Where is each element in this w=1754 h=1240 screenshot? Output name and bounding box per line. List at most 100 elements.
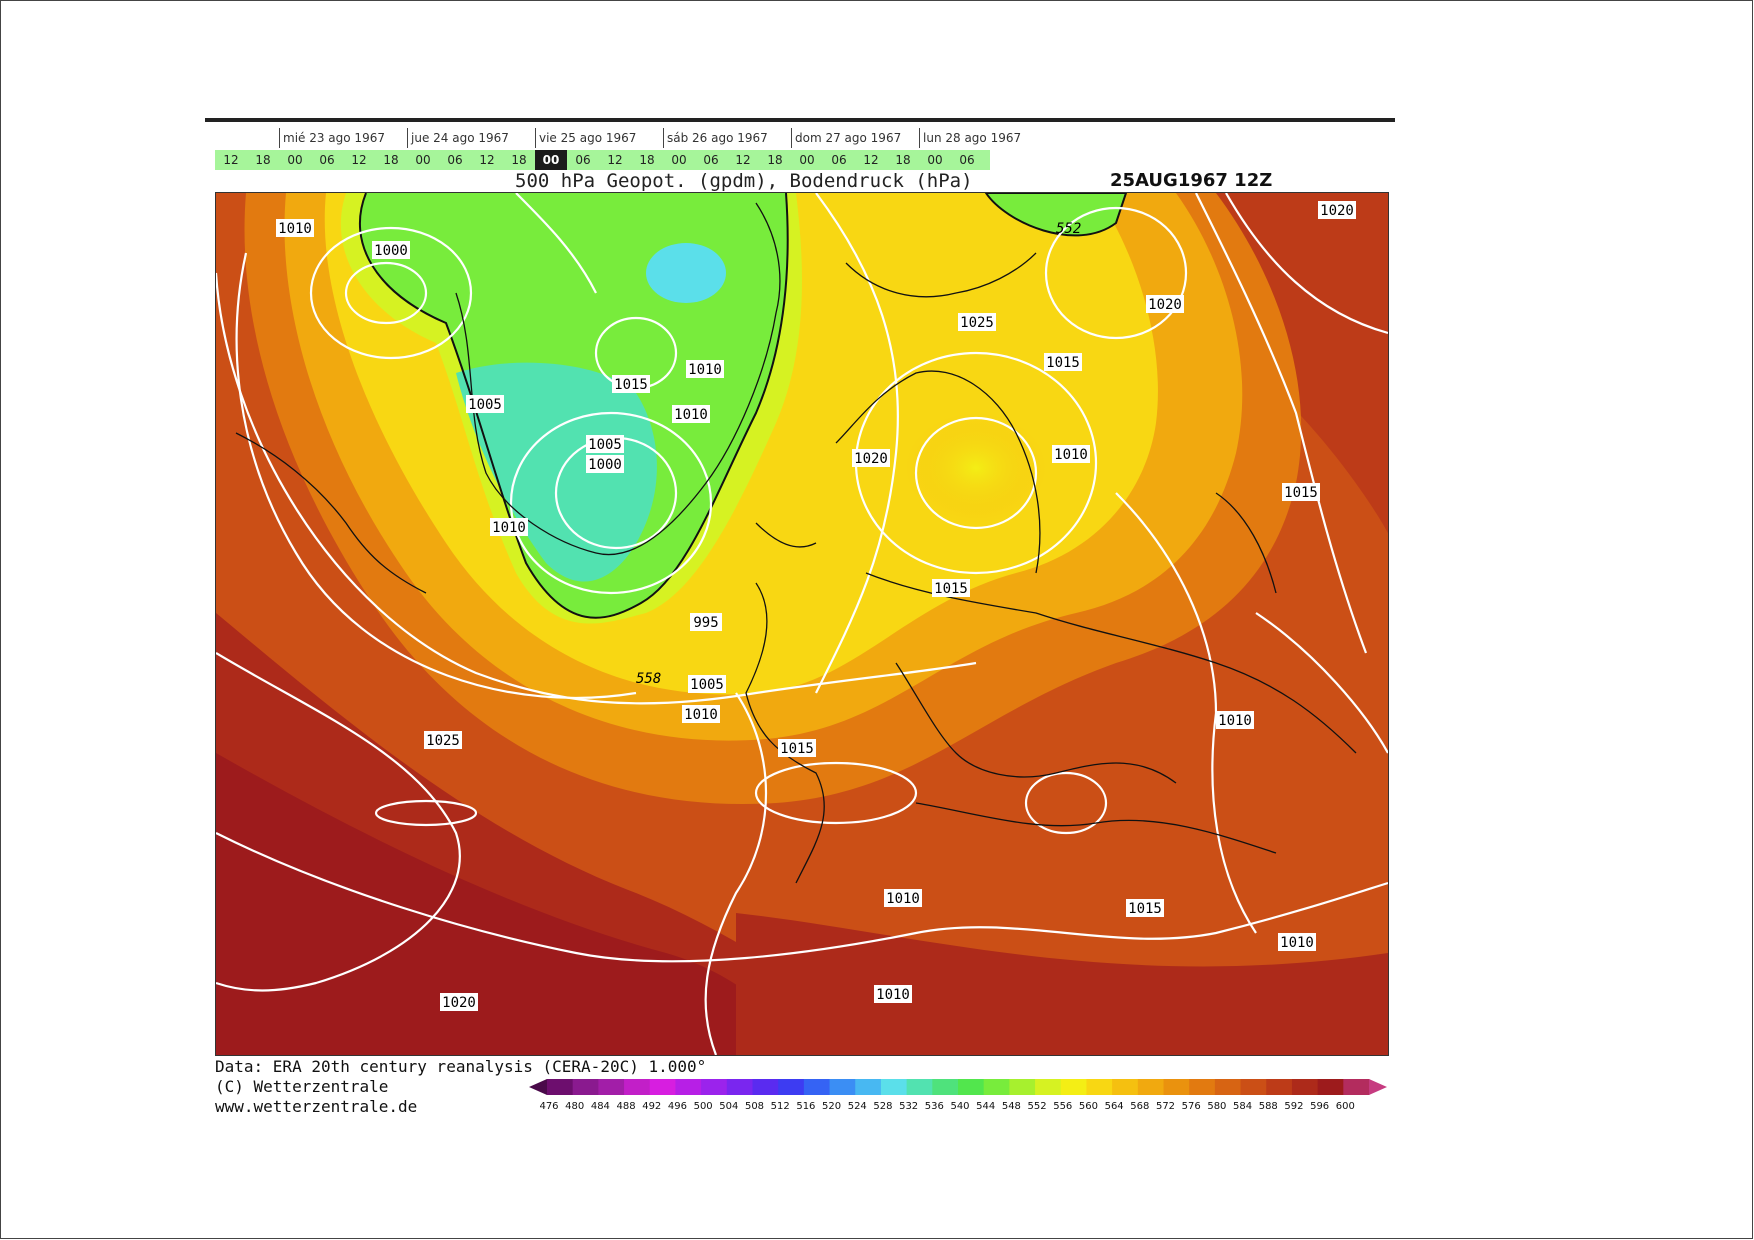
legend-tick-label: 516	[796, 1101, 815, 1112]
isobar-label: 1010	[884, 889, 922, 907]
legend-svg: 476 480 484 488 492 496 500 504 508 512 516 520 524 5…	[529, 1079, 1387, 1112]
isobar-label: 1015	[1044, 353, 1082, 371]
field-cyan-green	[456, 362, 657, 582]
legend-tick-label: 592	[1284, 1101, 1303, 1112]
timeline-hour[interactable]: 06	[319, 153, 335, 167]
svg-text:1005: 1005	[588, 437, 622, 453]
isobar-label: 1005	[586, 435, 624, 453]
legend-swatch	[958, 1079, 985, 1095]
legend-tick-label: 476	[539, 1101, 558, 1112]
timeline-hour[interactable]: 18	[255, 153, 271, 167]
color-legend: 476 480 484 488 492 496 500 504 508 512 516 520 524 5…	[529, 1079, 1387, 1119]
timeline-hour[interactable]: 00	[415, 153, 431, 167]
legend-tick-label: 536	[925, 1101, 944, 1112]
legend-swatch	[624, 1079, 651, 1095]
timeline-hour[interactable]: 18	[767, 153, 783, 167]
map-svg: 1010 1000 1005 1010 1015 1010 1010 1005 …	[216, 193, 1388, 1055]
timeline-hour[interactable]: 06	[575, 153, 591, 167]
isobar-label: 1005	[688, 675, 726, 693]
legend-tick-label: 512	[771, 1101, 790, 1112]
isobar-label: 1025	[424, 731, 462, 749]
legend-swatch	[1060, 1079, 1087, 1095]
legend-swatch	[675, 1079, 702, 1095]
weather-map: 1010 1000 1005 1010 1015 1010 1010 1005 …	[215, 192, 1389, 1056]
timeline-hour[interactable]: 00	[799, 153, 815, 167]
svg-text:1005: 1005	[468, 397, 502, 413]
legend-arrow-left	[529, 1079, 547, 1095]
legend-tick-label: 568	[1130, 1101, 1149, 1112]
svg-text:1020: 1020	[442, 995, 476, 1011]
timeline-hour[interactable]: 00	[927, 153, 943, 167]
field-cyan-spot	[646, 243, 726, 303]
field-south	[736, 913, 1388, 1055]
legend-swatch	[572, 1079, 599, 1095]
day-label[interactable]: sáb 26 ago 1967	[663, 128, 779, 148]
svg-text:1020: 1020	[1148, 297, 1182, 313]
legend-tick-label: 520	[822, 1101, 841, 1112]
legend-tick-label: 572	[1156, 1101, 1175, 1112]
legend-tick-label: 600	[1336, 1101, 1355, 1112]
timeline-hour[interactable]: 06	[959, 153, 975, 167]
chart-panel: mié 23 ago 1967 jue 24 ago 1967 vie 25 a…	[205, 122, 1395, 1117]
isobar-label: 1020	[1318, 201, 1356, 219]
svg-text:1000: 1000	[588, 457, 622, 473]
svg-text:995: 995	[693, 615, 718, 631]
legend-tick-label: 500	[694, 1101, 713, 1112]
timeline-hour[interactable]: 12	[735, 153, 751, 167]
timeline-hour[interactable]: 00	[671, 153, 687, 167]
legend-tick-label: 488	[617, 1101, 636, 1112]
isobar-label: 1005	[466, 395, 504, 413]
day-label[interactable]: lun 28 ago 1967	[919, 128, 1021, 148]
isobar-label	[980, 313, 1018, 331]
timeline-hour[interactable]: 12	[479, 153, 495, 167]
day-label[interactable]: dom 27 ago 1967	[791, 128, 907, 148]
day-label[interactable]: mié 23 ago 1967	[279, 128, 395, 148]
svg-text:1015: 1015	[614, 377, 648, 393]
timeline-hour[interactable]: 18	[639, 153, 655, 167]
legend-tick-label: 588	[1259, 1101, 1278, 1112]
isobar-label: 1010	[1216, 711, 1254, 729]
isobar-label: 1015	[1126, 899, 1164, 917]
svg-text:1010: 1010	[876, 987, 910, 1003]
timeline-hour[interactable]: 06	[831, 153, 847, 167]
legend-swatch	[649, 1079, 676, 1095]
legend-tick-label: 528	[873, 1101, 892, 1112]
day-label[interactable]: jue 24 ago 1967	[407, 128, 523, 148]
legend-tick-label: 564	[1105, 1101, 1124, 1112]
svg-text:1025: 1025	[426, 733, 460, 749]
legend-swatch	[1189, 1079, 1216, 1095]
timeline-hour[interactable]: 18	[895, 153, 911, 167]
legend-swatch	[1266, 1079, 1293, 1095]
timeline-hour[interactable]: 00	[287, 153, 303, 167]
isobar-label: 1015	[1282, 483, 1320, 501]
isobar-label: 1010	[276, 219, 314, 237]
svg-text:1015: 1015	[1128, 901, 1162, 917]
isobar-label: 1010	[1052, 445, 1090, 463]
legend-tick-label: 556	[1053, 1101, 1072, 1112]
timeline-hour[interactable]: 00	[535, 150, 567, 170]
credit-website[interactable]: www.wetterzentrale.de	[215, 1097, 418, 1116]
timeline-hour[interactable]: 18	[511, 153, 527, 167]
timeline-hour[interactable]: 12	[863, 153, 879, 167]
timeline-hour[interactable]: 12	[351, 153, 367, 167]
legend-swatch	[1137, 1079, 1164, 1095]
svg-text:1010: 1010	[674, 407, 708, 423]
legend-swatch	[1112, 1079, 1139, 1095]
svg-text:1010: 1010	[1218, 713, 1252, 729]
legend-tick-label: 584	[1233, 1101, 1252, 1112]
legend-swatch	[1009, 1079, 1036, 1095]
svg-text:1015: 1015	[1046, 355, 1080, 371]
field-yellow-spot	[906, 413, 1046, 523]
timeline-hour[interactable]: 18	[383, 153, 399, 167]
timeline-hour[interactable]: 12	[223, 153, 239, 167]
legend-tick-label: 596	[1310, 1101, 1329, 1112]
legend-tick-label: 524	[848, 1101, 867, 1112]
day-label[interactable]: vie 25 ago 1967	[535, 128, 651, 148]
svg-text:1010: 1010	[886, 891, 920, 907]
timeline-hour[interactable]: 06	[703, 153, 719, 167]
isobar-label: 1000	[586, 455, 624, 473]
top-border	[205, 118, 1395, 122]
timeline-hour[interactable]: 06	[447, 153, 463, 167]
timeline-hour[interactable]: 12	[607, 153, 623, 167]
